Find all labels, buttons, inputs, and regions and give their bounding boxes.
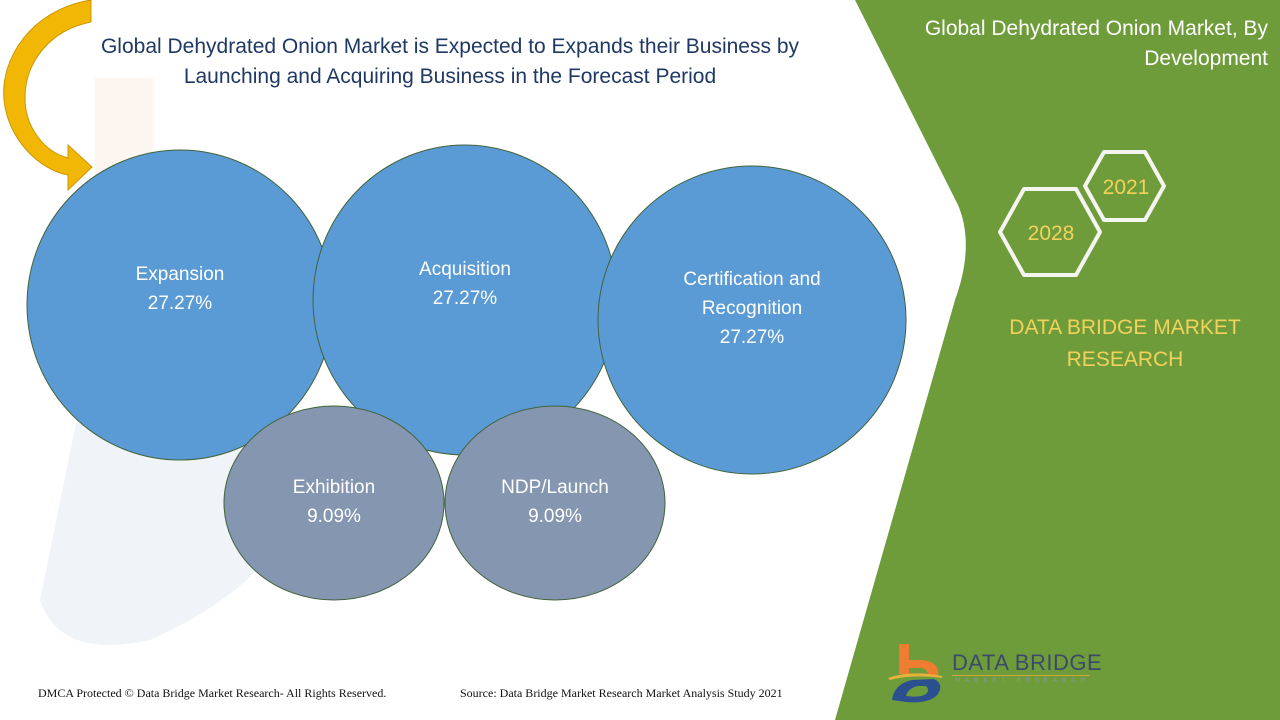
bubble-acquisition: Acquisition 27.27% xyxy=(312,144,618,456)
side-panel-title-line-1: Global Dehydrated Onion Market, By xyxy=(924,17,1268,40)
bubble-shape xyxy=(444,405,666,601)
bubble-category-label: Exhibition xyxy=(293,477,375,498)
bubble-exhibition: Exhibition 9.09% xyxy=(223,405,445,601)
bubble-value-label: 9.09% xyxy=(528,506,582,527)
logo-subtitle: MARKET RESEARCH xyxy=(955,678,1090,684)
bubble-value-label: 27.27% xyxy=(720,327,785,348)
page-title: Global Dehydrated Onion Market is Expect… xyxy=(40,32,860,92)
page-title-line-2: Launching and Acquiring Business in the … xyxy=(183,65,717,88)
data-bridge-logo-icon xyxy=(888,644,942,703)
bubble-value-label: 27.27% xyxy=(433,288,498,309)
brand-text-line-2: RESEARCH xyxy=(1066,348,1184,371)
bubble-category-label: Recognition xyxy=(702,298,802,319)
bubble-category-label: Expansion xyxy=(136,264,225,285)
bubble-category-label: NDP/Launch xyxy=(501,477,609,498)
copyright-text: DMCA Protected © Data Bridge Market Rese… xyxy=(38,686,387,700)
source-text: Source: Data Bridge Market Research Mark… xyxy=(460,686,783,700)
bubble-ndp-launch: NDP/Launch 9.09% xyxy=(444,405,666,601)
page-title-line-1: Global Dehydrated Onion Market is Expect… xyxy=(100,35,800,58)
bubble-shape xyxy=(597,165,907,475)
bubble-expansion: Expansion 27.27% xyxy=(26,149,334,461)
brand-text: DATA BRIDGE MARKET RESEARCH xyxy=(985,312,1265,376)
side-panel-title: Global Dehydrated Onion Market, By Devel… xyxy=(848,14,1268,74)
bubble-category-label: Certification and xyxy=(683,269,820,290)
bubble-certification-and-recognition: Certification and Recognition 27.27% xyxy=(597,165,907,475)
bubble-shape xyxy=(223,405,445,601)
green-side-panel xyxy=(835,0,1280,720)
bubble-category-label: Acquisition xyxy=(419,259,511,280)
logo-divider xyxy=(952,675,1090,676)
bubble-value-label: 27.27% xyxy=(148,293,213,314)
side-panel-title-line-2: Development xyxy=(1144,47,1268,70)
logo-name: DATA BRIDGE xyxy=(952,650,1103,675)
bubble-value-label: 9.09% xyxy=(307,506,361,527)
curved-arrow-icon xyxy=(3,0,93,192)
brand-text-line-1: DATA BRIDGE MARKET xyxy=(1009,316,1241,339)
